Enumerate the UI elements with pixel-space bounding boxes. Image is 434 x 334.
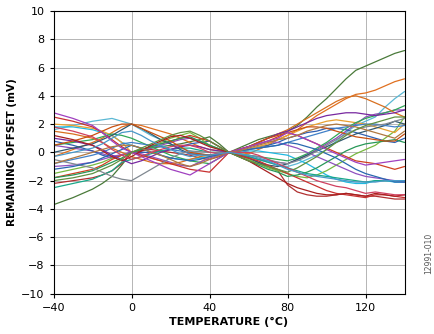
X-axis label: TEMPERATURE (°C): TEMPERATURE (°C) [169,317,288,327]
Y-axis label: REMAINING OFFSET (mV): REMAINING OFFSET (mV) [7,78,17,226]
Text: 12991-010: 12991-010 [423,232,432,274]
